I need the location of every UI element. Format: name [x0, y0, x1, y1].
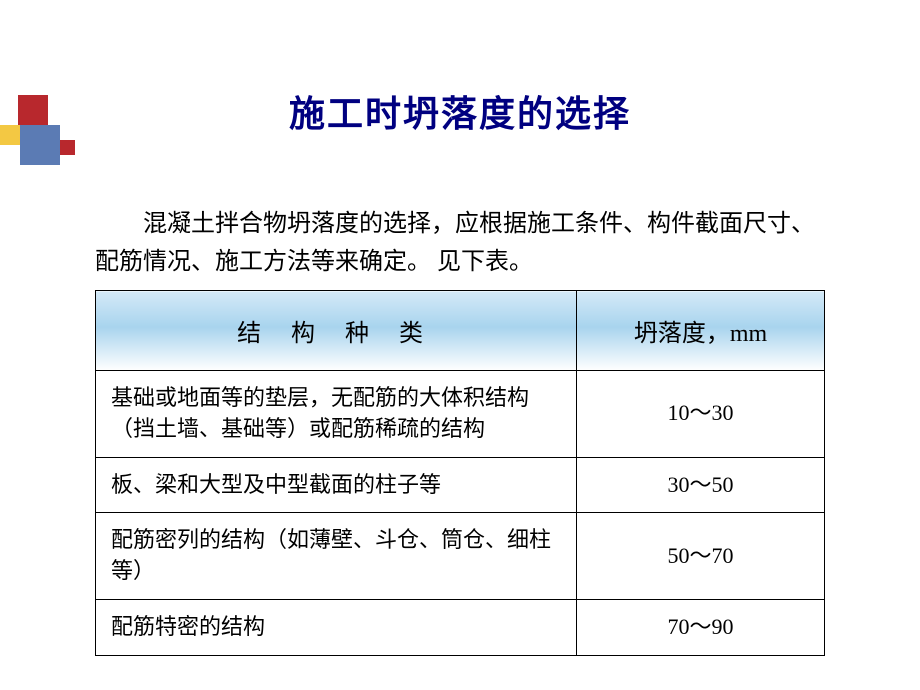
table-row: 板、梁和大型及中型截面的柱子等 30～50 — [96, 457, 825, 513]
table-row: 基础或地面等的垫层，无配筋的大体积结构（挡土墙、基础等）或配筋稀疏的结构 10～… — [96, 371, 825, 458]
header-slump-mm: 坍落度，mm — [577, 291, 825, 371]
table-row: 配筋特密的结构 70～90 — [96, 599, 825, 655]
cell-structure-2: 板、梁和大型及中型截面的柱子等 — [96, 457, 577, 513]
cell-slump-1: 10～30 — [577, 371, 825, 458]
cell-slump-3: 50～70 — [577, 513, 825, 600]
header-structure-type: 结 构 种 类 — [96, 291, 577, 371]
deco-block-4 — [60, 140, 75, 155]
table-row: 配筋密列的结构（如薄壁、斗仓、筒仓、细柱等） 50～70 — [96, 513, 825, 600]
slump-table-container: 结 构 种 类 坍落度，mm 基础或地面等的垫层，无配筋的大体积结构（挡土墙、基… — [95, 290, 825, 656]
cell-structure-3: 配筋密列的结构（如薄壁、斗仓、筒仓、细柱等） — [96, 513, 577, 600]
cell-structure-4: 配筋特密的结构 — [96, 599, 577, 655]
cell-slump-4: 70～90 — [577, 599, 825, 655]
cell-structure-1: 基础或地面等的垫层，无配筋的大体积结构（挡土墙、基础等）或配筋稀疏的结构 — [96, 371, 577, 458]
table-header-row: 结 构 种 类 坍落度，mm — [96, 291, 825, 371]
slump-table: 结 构 种 类 坍落度，mm 基础或地面等的垫层，无配筋的大体积结构（挡土墙、基… — [95, 290, 825, 656]
intro-paragraph: 混凝土拌合物坍落度的选择，应根据施工条件、构件截面尺寸、配筋情况、施工方法等来确… — [95, 205, 825, 282]
cell-slump-2: 30～50 — [577, 457, 825, 513]
slide-title: 施工时坍落度的选择 — [0, 85, 920, 137]
